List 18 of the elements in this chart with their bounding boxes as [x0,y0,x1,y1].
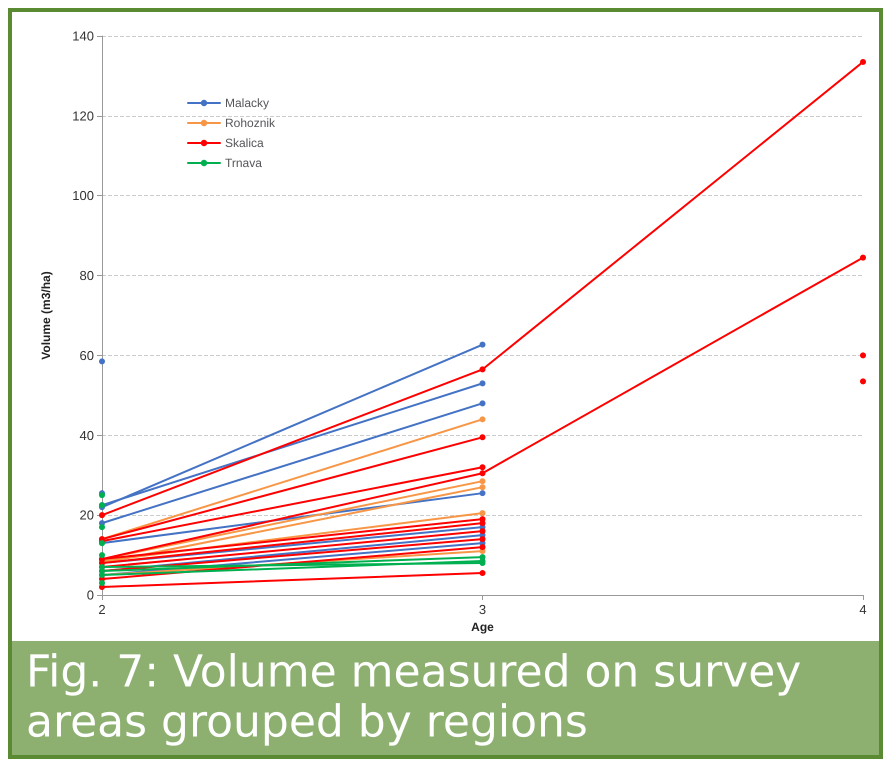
text: Fig. 7: Volume measured on survey areas grouped by regions [26,646,816,748]
x-tick-label: 4 [859,602,867,617]
x-tick-label: 3 [478,602,486,617]
y-tick-label: 120 [72,108,94,124]
y-axis-title: Volume (m3/ha) [39,271,53,360]
y-tick-label: 140 [72,28,94,44]
legend-label: Skalica [225,136,264,150]
y-tick-label: 80 [80,268,94,284]
y-tick-label: 20 [80,508,94,523]
legend-label: Malacky [225,96,270,110]
y-tick-label: 0 [86,588,94,602]
y-tick-label: 100 [72,188,94,204]
y-tick-label: 40 [80,428,94,443]
legend-label: Rohoznik [225,116,276,130]
x-axis-title: Age [471,620,494,634]
x-tick-label: 2 [98,602,106,617]
legend-label: Trnava [225,156,262,170]
y-tick-label: 60 [80,348,94,363]
